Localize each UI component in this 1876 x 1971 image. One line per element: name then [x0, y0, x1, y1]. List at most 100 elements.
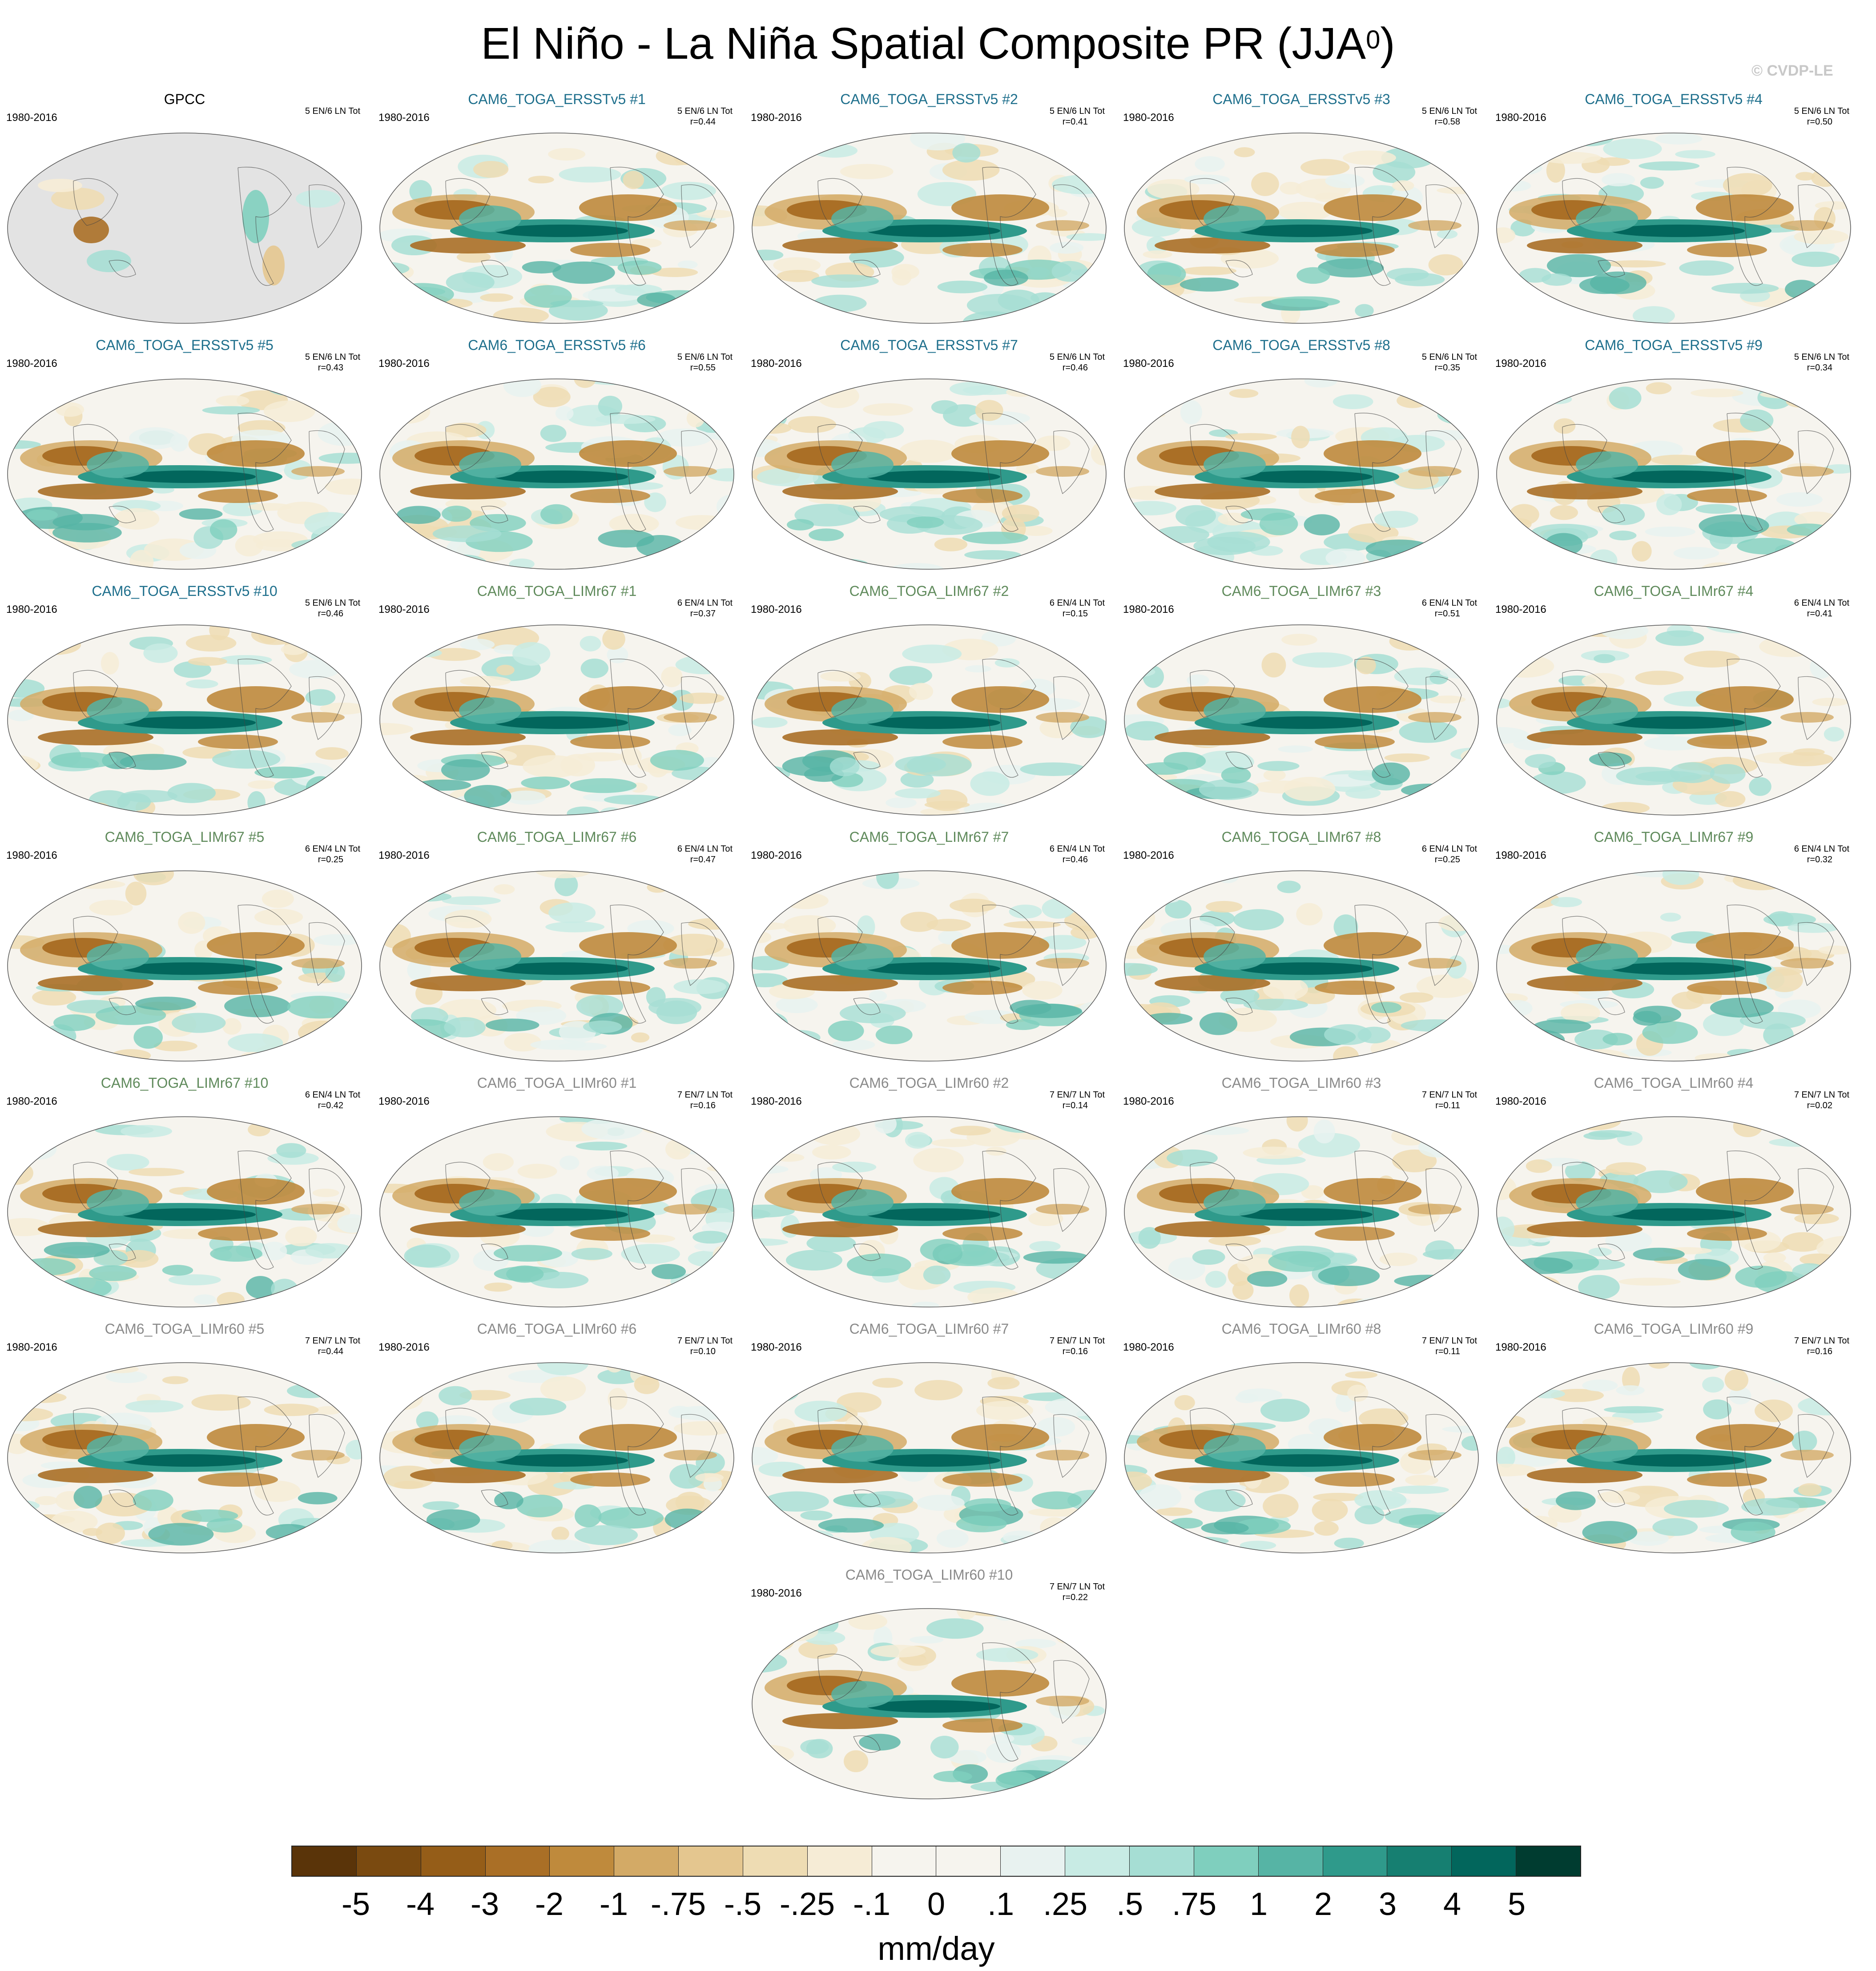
panel-period: 1980-2016: [1123, 1341, 1174, 1353]
panel-period: 1980-2016: [378, 1341, 430, 1353]
panel-event-count: 6 EN/4 LN Tot: [1049, 598, 1105, 608]
panel-event-count: 6 EN/4 LN Tot: [1421, 844, 1477, 854]
panel-pattern-correlation: r=0.51: [1434, 609, 1460, 619]
colorbar-label: .1: [987, 1887, 1014, 1922]
panel-pattern-correlation: r=0.50: [1807, 117, 1832, 127]
map-panel: CAM6_TOGA_LIMr60 #4 1980-2016 7 EN/7 LN To…: [1489, 1075, 1858, 1315]
robinson-map: [379, 1362, 735, 1554]
colorbar-label: 2: [1314, 1887, 1333, 1922]
panel-period: 1980-2016: [6, 1341, 57, 1353]
robinson-map: [751, 1116, 1107, 1308]
map-panel: CAM6_TOGA_ERSSTv5 #6 1980-2016 5 EN/6 LN T…: [372, 337, 741, 577]
robinson-map: [751, 378, 1107, 570]
panel-pattern-correlation: r=0.02: [1807, 1101, 1832, 1110]
panel-pattern-correlation: r=0.15: [1062, 609, 1088, 619]
colorbar-box: [872, 1846, 937, 1876]
panel-event-count: 7 EN/7 LN Tot: [1794, 1336, 1849, 1346]
map-panel: CAM6_TOGA_LIMr60 #10 1980-2016 7 EN/7 LN T…: [745, 1567, 1114, 1807]
colorbar-box: [485, 1846, 550, 1876]
panel-title: CAM6_TOGA_ERSSTv5 #5: [96, 337, 274, 353]
panel-title: CAM6_TOGA_LIMr67 #4: [1594, 583, 1754, 599]
panel-title: CAM6_TOGA_ERSSTv5 #10: [92, 583, 278, 599]
panel-period: 1980-2016: [6, 603, 57, 615]
panel-period: 1980-2016: [751, 358, 802, 370]
map-panel: CAM6_TOGA_ERSSTv5 #4 1980-2016 5 EN/6 LN T…: [1489, 91, 1858, 331]
panel-pattern-correlation: r=0.46: [1062, 363, 1088, 373]
colorbar-label: -5: [341, 1887, 370, 1922]
panel-event-count: 7 EN/7 LN Tot: [1049, 1582, 1105, 1592]
colorbar-label: 3: [1378, 1887, 1397, 1922]
panel-period: 1980-2016: [378, 1095, 430, 1107]
colorbar-box: [292, 1846, 357, 1876]
robinson-map: [7, 132, 362, 324]
colorbar-box: [1129, 1846, 1194, 1876]
map-panel: CAM6_TOGA_LIMr60 #6 1980-2016 7 EN/7 LN To…: [372, 1321, 741, 1561]
map-panel: CAM6_TOGA_LIMr60 #5 1980-2016 7 EN/7 LN To…: [0, 1321, 369, 1561]
panel-title: CAM6_TOGA_ERSSTv5 #8: [1212, 337, 1390, 353]
colorbar-box: [1258, 1846, 1323, 1876]
panel-title: CAM6_TOGA_ERSSTv5 #2: [840, 91, 1018, 107]
panel-event-count: 5 EN/6 LN Tot: [677, 352, 733, 362]
panel-period: 1980-2016: [6, 1095, 57, 1107]
panel-title: CAM6_TOGA_ERSSTv5 #9: [1585, 337, 1763, 353]
panel-title: CAM6_TOGA_LIMr67 #3: [1221, 583, 1381, 599]
map-panel: CAM6_TOGA_LIMr67 #10 1980-2016 6 EN/4 LN T…: [0, 1075, 369, 1315]
robinson-map: [1123, 132, 1479, 324]
panel-event-count: 7 EN/7 LN Tot: [1421, 1090, 1477, 1100]
colorbar-box: [1387, 1846, 1452, 1876]
panel-pattern-correlation: r=0.34: [1807, 363, 1832, 373]
robinson-map: [7, 378, 362, 570]
colorbar-label: -.25: [779, 1887, 835, 1922]
colorbar-label: 1: [1249, 1887, 1268, 1922]
map-panel: CAM6_TOGA_ERSSTv5 #9 1980-2016 5 EN/6 LN T…: [1489, 337, 1858, 577]
map-panel: CAM6_TOGA_ERSSTv5 #3 1980-2016 5 EN/6 LN T…: [1117, 91, 1486, 331]
map-panel: CAM6_TOGA_LIMr60 #3 1980-2016 7 EN/7 LN To…: [1117, 1075, 1486, 1315]
panel-event-count: 7 EN/7 LN Tot: [1049, 1090, 1105, 1100]
robinson-map: [379, 378, 735, 570]
colorbar-box: [1001, 1846, 1066, 1876]
panel-period: 1980-2016: [1123, 1095, 1174, 1107]
panel-period: 1980-2016: [751, 1587, 802, 1599]
panel-event-count: 6 EN/4 LN Tot: [305, 844, 360, 854]
colorbar-box: [1516, 1846, 1580, 1876]
panel-period: 1980-2016: [6, 849, 57, 861]
panel-period: 1980-2016: [751, 1341, 802, 1353]
panel-event-count: 7 EN/7 LN Tot: [1049, 1336, 1105, 1346]
colorbar-box: [421, 1846, 486, 1876]
robinson-map: [751, 132, 1107, 324]
panel-period: 1980-2016: [1123, 603, 1174, 615]
panel-event-count: 7 EN/7 LN Tot: [677, 1090, 733, 1100]
panel-title: CAM6_TOGA_LIMr67 #1: [477, 583, 637, 599]
robinson-map: [751, 1608, 1107, 1800]
colorbar-box: [356, 1846, 421, 1876]
panel-pattern-correlation: r=0.35: [1434, 363, 1460, 373]
panel-pattern-correlation: r=0.11: [1435, 1101, 1460, 1110]
robinson-map: [1496, 132, 1852, 324]
panel-pattern-correlation: r=0.46: [1062, 855, 1088, 865]
map-panel: CAM6_TOGA_LIMr67 #6 1980-2016 6 EN/4 LN To…: [372, 829, 741, 1069]
panel-period: 1980-2016: [378, 358, 430, 370]
colorbar-boxes: [291, 1846, 1581, 1877]
colorbar-label: 0: [927, 1887, 946, 1922]
panel-period: 1980-2016: [1495, 849, 1546, 861]
panel-event-count: 7 EN/7 LN Tot: [1421, 1336, 1477, 1346]
panel-pattern-correlation: r=0.46: [318, 609, 343, 619]
panel-pattern-correlation: r=0.25: [1434, 855, 1460, 865]
robinson-map: [7, 870, 362, 1062]
panel-period: 1980-2016: [751, 603, 802, 615]
map-panel: CAM6_TOGA_LIMr60 #8 1980-2016 7 EN/7 LN To…: [1117, 1321, 1486, 1561]
map-panel: CAM6_TOGA_LIMr67 #8 1980-2016 6 EN/4 LN To…: [1117, 829, 1486, 1069]
robinson-map: [379, 1116, 735, 1308]
colorbar-label: -4: [406, 1887, 435, 1922]
panel-pattern-correlation: r=0.14: [1062, 1101, 1088, 1110]
map-panel: CAM6_TOGA_ERSSTv5 #8 1980-2016 5 EN/6 LN T…: [1117, 337, 1486, 577]
map-panel: CAM6_TOGA_ERSSTv5 #1 1980-2016 5 EN/6 LN T…: [372, 91, 741, 331]
colorbar-label: -2: [535, 1887, 564, 1922]
panel-event-count: 5 EN/6 LN Tot: [1049, 352, 1105, 362]
panel-title: CAM6_TOGA_LIMr67 #10: [101, 1075, 269, 1091]
panel-period: 1980-2016: [751, 849, 802, 861]
robinson-map: [1496, 624, 1852, 816]
robinson-map: [1123, 378, 1479, 570]
panel-title: CAM6_TOGA_LIMr60 #3: [1221, 1075, 1381, 1091]
panel-pattern-correlation: r=0.22: [1062, 1593, 1088, 1602]
